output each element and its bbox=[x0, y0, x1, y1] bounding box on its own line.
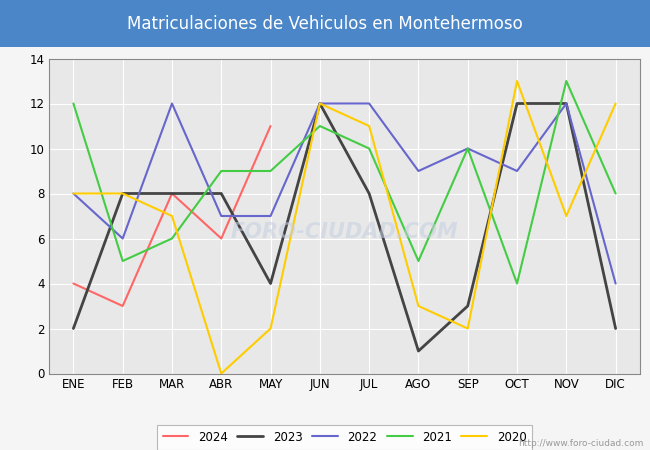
Text: FORO-CIUDAD.COM: FORO-CIUDAD.COM bbox=[231, 222, 458, 242]
Text: Matriculaciones de Vehiculos en Montehermoso: Matriculaciones de Vehiculos en Monteher… bbox=[127, 14, 523, 33]
Legend: 2024, 2023, 2022, 2021, 2020: 2024, 2023, 2022, 2021, 2020 bbox=[157, 425, 532, 450]
Text: http://www.foro-ciudad.com: http://www.foro-ciudad.com bbox=[518, 439, 644, 448]
